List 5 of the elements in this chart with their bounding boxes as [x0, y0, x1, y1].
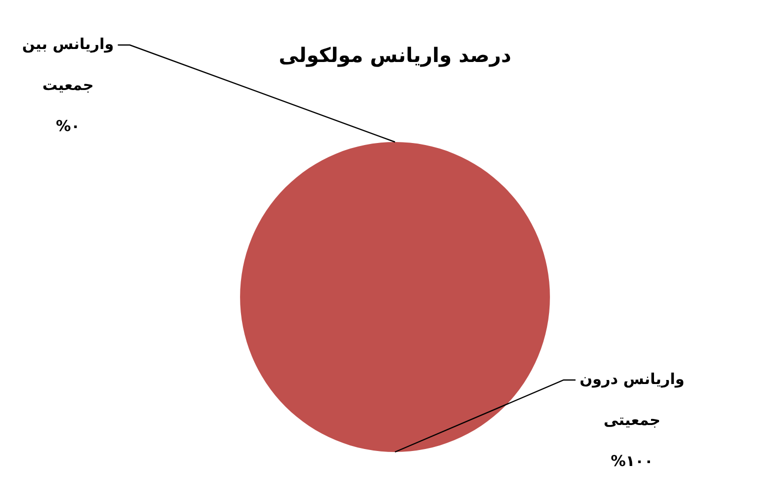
chart-title: درصد واریانس مولکولی [278, 43, 512, 68]
category-label: واریانس درون جمعیتی [580, 370, 684, 429]
category-label: واریانس بین جمعیت [22, 34, 114, 94]
text: %۰ [56, 116, 80, 135]
data-label: %۱۰۰ [610, 452, 654, 470]
